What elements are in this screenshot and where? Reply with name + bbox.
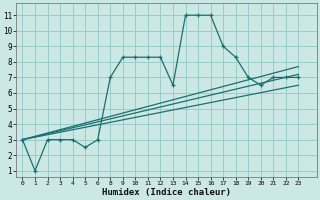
X-axis label: Humidex (Indice chaleur): Humidex (Indice chaleur) <box>102 188 231 197</box>
